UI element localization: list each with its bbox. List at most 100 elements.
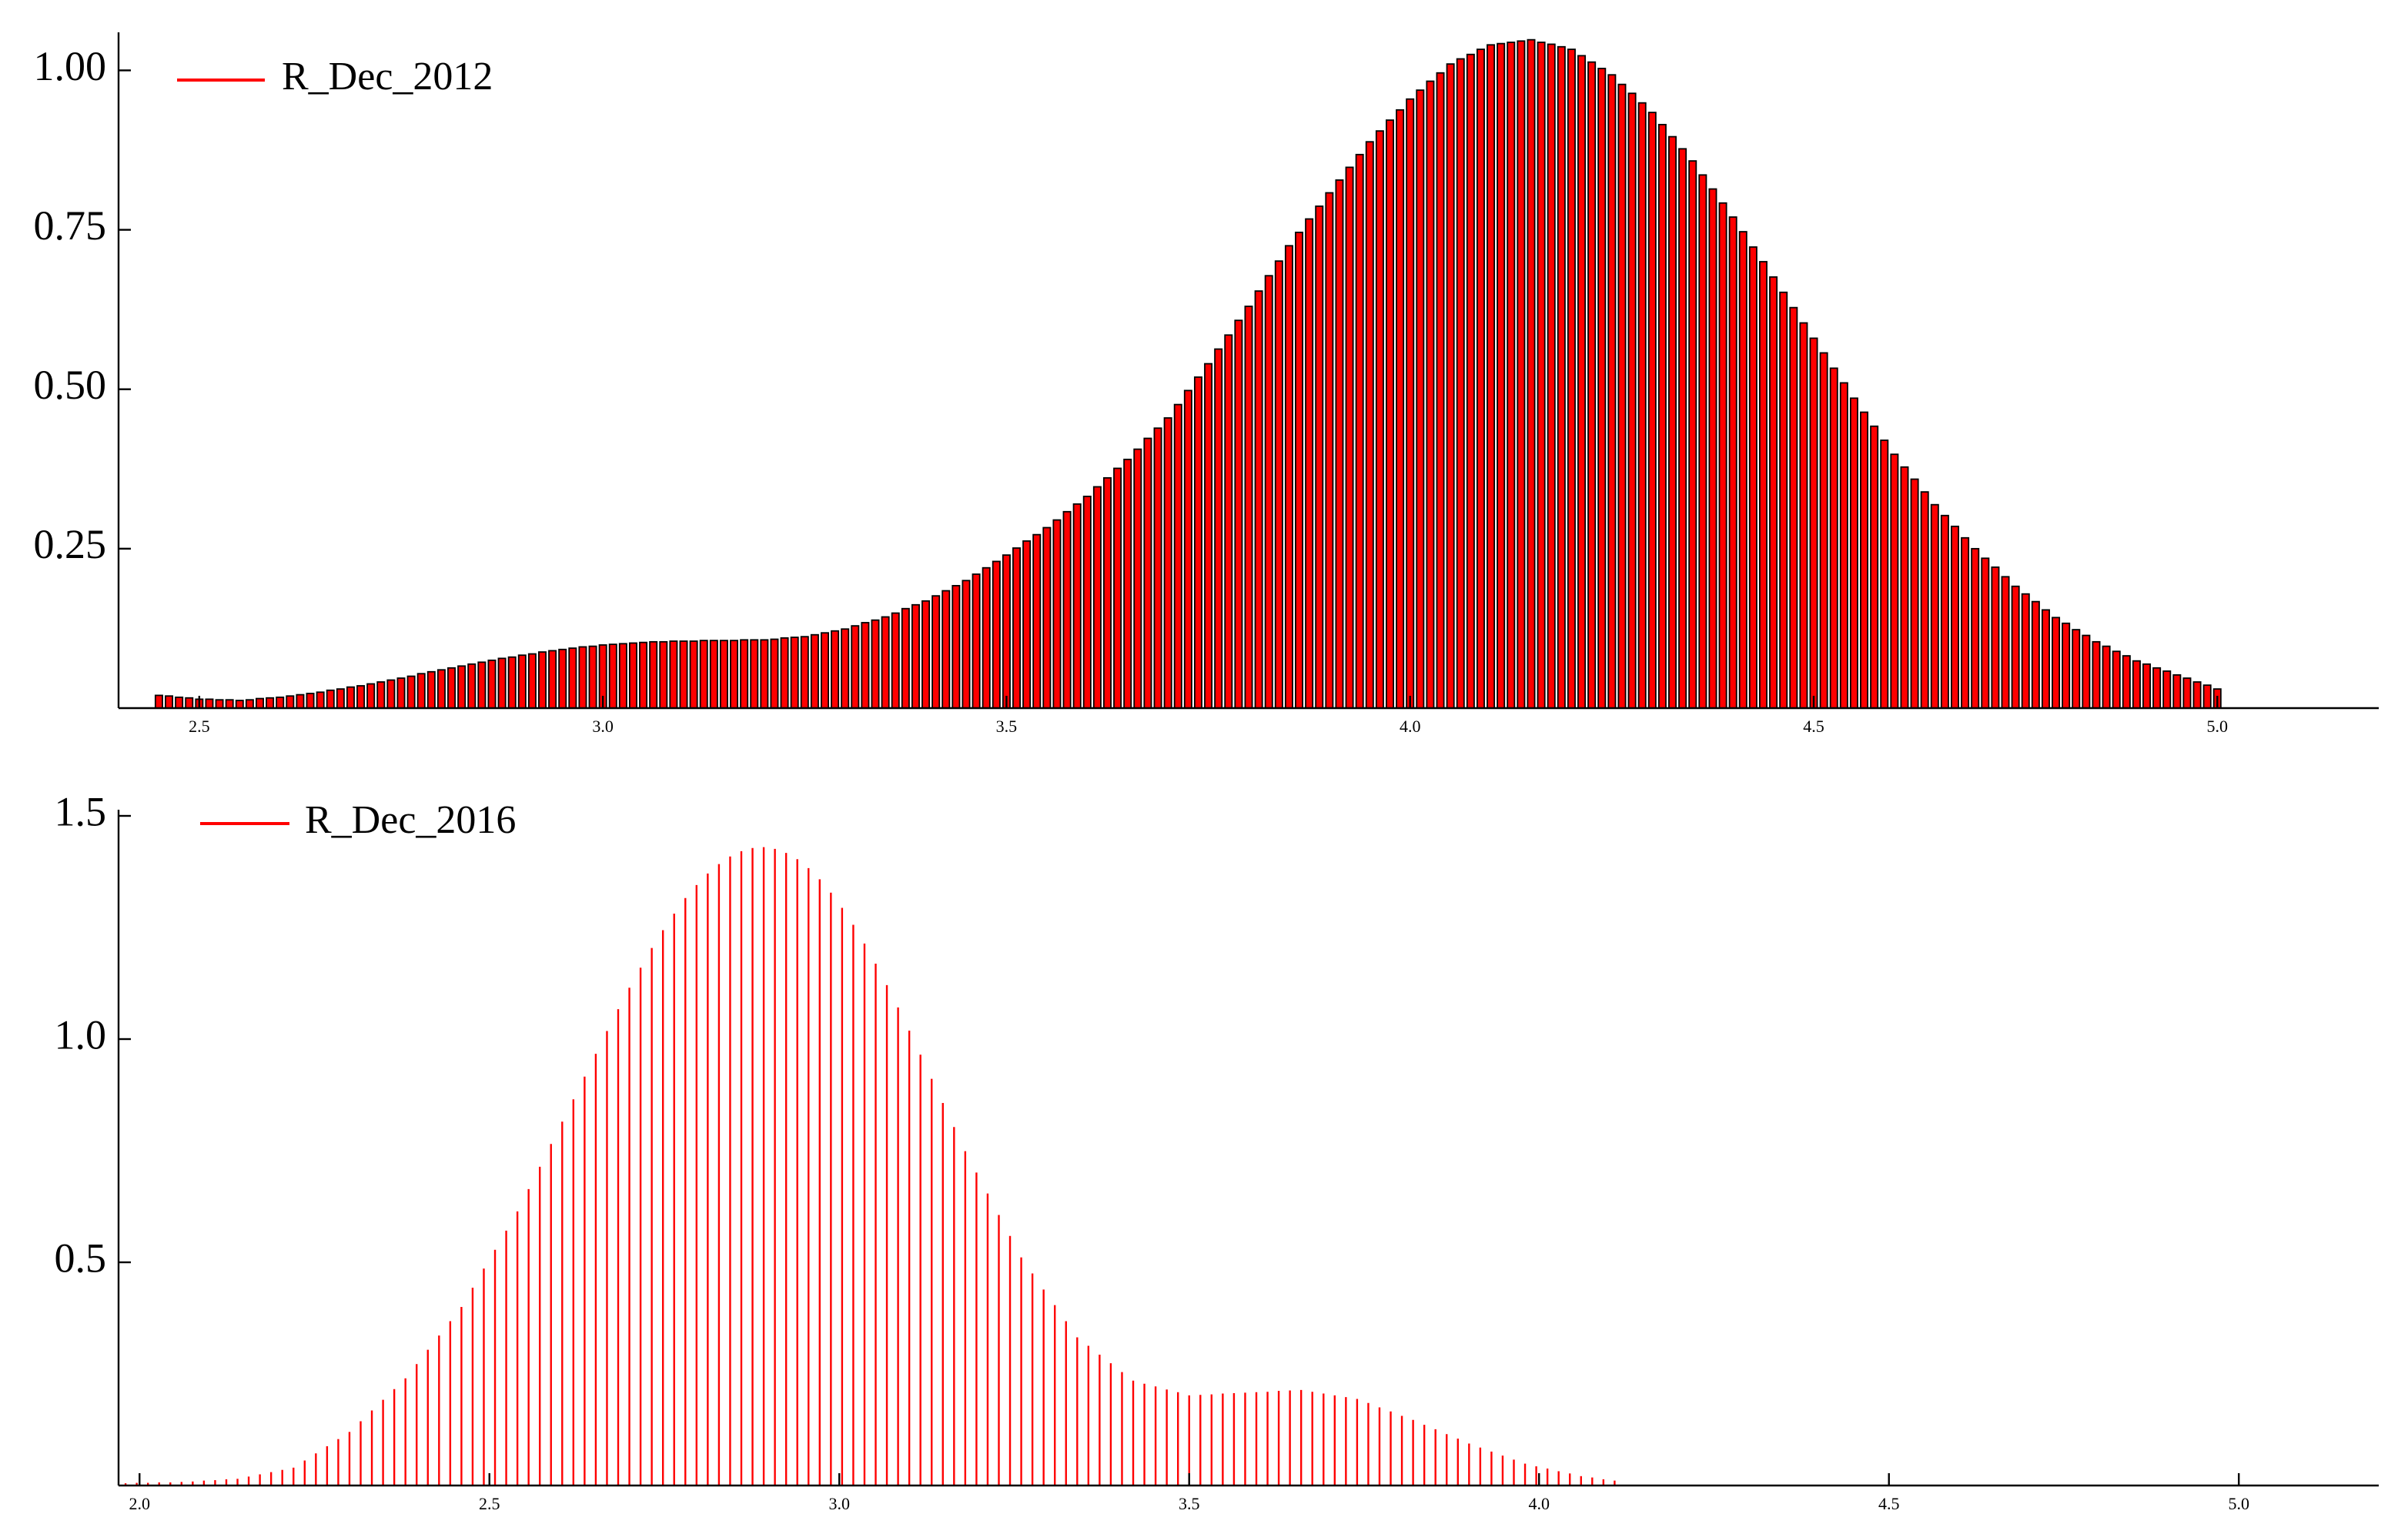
bar	[1657, 123, 1667, 709]
bar	[2172, 674, 2182, 709]
bar	[356, 685, 366, 709]
bar	[2132, 660, 2141, 709]
bar	[2182, 677, 2192, 709]
bar	[689, 640, 698, 709]
bar	[386, 679, 396, 709]
bar	[1567, 48, 1576, 709]
bar	[2021, 593, 2030, 709]
bar	[1254, 290, 1263, 709]
bar	[2112, 650, 2121, 709]
bar	[1193, 376, 1202, 709]
bar	[659, 640, 668, 709]
bar	[2041, 609, 2050, 709]
bar	[185, 697, 194, 709]
bar	[1940, 514, 1949, 709]
bar	[1758, 261, 1768, 709]
bar	[457, 665, 467, 709]
y-tick-label: 0.75	[34, 202, 107, 249]
bar	[527, 653, 537, 709]
bar	[891, 612, 900, 709]
bar	[628, 642, 637, 709]
bar	[1345, 166, 1354, 709]
bar	[154, 694, 163, 709]
bar	[1295, 231, 1304, 709]
bar	[760, 639, 769, 709]
legend-label: R_Dec_2012	[282, 55, 493, 99]
bar	[376, 681, 386, 709]
bar	[1647, 112, 1657, 709]
bar	[1325, 192, 1334, 709]
bar	[679, 640, 688, 709]
bar	[256, 697, 264, 709]
bar	[588, 645, 597, 709]
bar	[1991, 566, 2000, 709]
bar	[1315, 206, 1324, 709]
bar	[1183, 389, 1192, 709]
bar	[316, 691, 325, 709]
bar	[972, 573, 981, 709]
bar	[1052, 519, 1062, 709]
bar	[1668, 135, 1677, 709]
bar	[841, 628, 850, 709]
bar	[1860, 411, 1869, 709]
bar	[548, 650, 557, 709]
bar	[1123, 458, 1132, 709]
bar	[286, 695, 295, 709]
bar	[426, 670, 436, 709]
bar	[1406, 98, 1415, 709]
x-tick-label: 5.0	[2228, 1494, 2249, 1513]
bar	[1113, 467, 1122, 709]
bar	[1880, 439, 1889, 709]
bar	[992, 560, 1001, 709]
x-tick-label: 3.5	[1179, 1494, 1200, 1513]
bar	[578, 646, 587, 709]
bar	[436, 669, 446, 709]
bar	[406, 675, 416, 709]
bar	[699, 640, 708, 709]
bar	[1426, 80, 1435, 709]
bar	[1597, 68, 1607, 709]
bar	[871, 619, 880, 709]
y-tick-label: 1.00	[34, 43, 107, 89]
bar	[962, 580, 971, 709]
bar	[1799, 322, 1808, 709]
bar	[951, 585, 961, 709]
bar	[336, 688, 345, 709]
y-tick-label: 1.5	[55, 788, 107, 834]
bar	[1214, 348, 1223, 709]
bar	[1012, 547, 1022, 709]
bar	[2062, 622, 2071, 709]
bar	[1839, 382, 1848, 709]
bar	[1728, 216, 1737, 709]
bar	[1708, 188, 1717, 709]
bar	[1264, 275, 1273, 709]
bar	[205, 698, 214, 709]
bar	[790, 637, 799, 709]
bar	[669, 640, 678, 709]
bar	[2152, 667, 2162, 709]
bar	[1517, 40, 1526, 709]
bar	[1920, 491, 1929, 709]
bar	[1930, 503, 1939, 709]
bar	[821, 632, 829, 709]
bar	[1103, 476, 1112, 709]
bar	[346, 686, 355, 709]
bar	[396, 677, 406, 709]
bar	[608, 643, 617, 709]
bar	[2001, 576, 2010, 709]
bar	[1870, 425, 1879, 709]
bar	[1305, 218, 1314, 709]
bar	[941, 590, 951, 709]
bar	[1042, 526, 1052, 709]
bar	[497, 657, 507, 709]
bar	[1890, 453, 1899, 709]
x-tick-label: 3.0	[828, 1494, 850, 1513]
bar	[911, 603, 920, 709]
bar	[215, 699, 224, 709]
bar	[1143, 437, 1152, 709]
bar	[366, 683, 376, 709]
bar	[1557, 45, 1566, 709]
bar	[1133, 448, 1142, 709]
bar	[881, 616, 890, 709]
